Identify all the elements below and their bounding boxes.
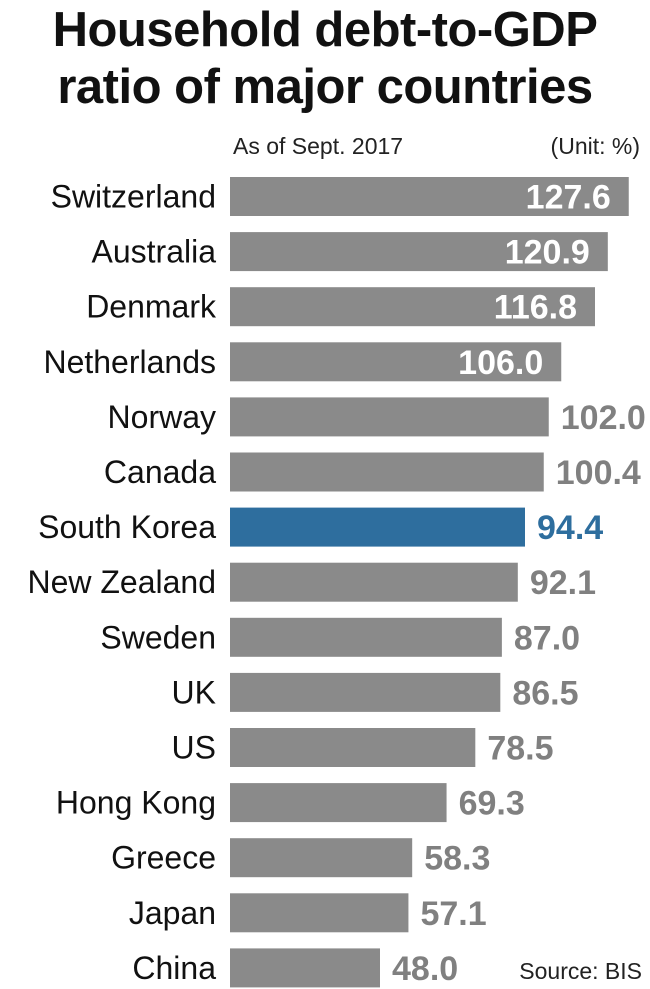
bar-japan bbox=[230, 893, 409, 933]
bar-china bbox=[230, 948, 380, 988]
category-label-netherlands: Netherlands bbox=[43, 344, 216, 380]
bar-south-korea bbox=[230, 507, 525, 547]
category-label-china: China bbox=[132, 950, 216, 986]
bar-australia bbox=[230, 232, 608, 272]
category-label-denmark: Denmark bbox=[86, 289, 217, 325]
bar-sweden bbox=[230, 617, 502, 657]
value-label-netherlands: 106.0 bbox=[458, 344, 543, 382]
value-label-sweden: 87.0 bbox=[514, 619, 580, 657]
category-label-switzerland: Switzerland bbox=[51, 179, 216, 215]
value-label-canada: 100.4 bbox=[556, 454, 641, 492]
category-label-greece: Greece bbox=[111, 840, 216, 876]
category-label-new-zealand: New Zealand bbox=[27, 564, 216, 600]
value-label-norway: 102.0 bbox=[561, 399, 646, 437]
bar-us bbox=[230, 728, 476, 767]
bar-uk bbox=[230, 672, 501, 712]
bar-new-zealand bbox=[230, 562, 518, 602]
value-label-uk: 86.5 bbox=[512, 674, 578, 712]
bar-hong-kong bbox=[230, 783, 447, 823]
category-label-australia: Australia bbox=[92, 234, 217, 270]
category-label-hong-kong: Hong Kong bbox=[56, 785, 216, 821]
source-note: Source: BIS bbox=[519, 958, 642, 984]
category-label-sweden: Sweden bbox=[100, 619, 216, 655]
bar-greece bbox=[230, 838, 413, 878]
value-label-denmark: 116.8 bbox=[494, 289, 577, 327]
value-label-hong-kong: 69.3 bbox=[459, 785, 525, 823]
chart-title: Household debt-to-GDP ratio of major cou… bbox=[0, 2, 650, 116]
category-label-uk: UK bbox=[172, 674, 216, 710]
value-label-south-korea: 94.4 bbox=[537, 509, 603, 547]
date-note: As of Sept. 2017 bbox=[233, 133, 404, 159]
category-label-canada: Canada bbox=[104, 454, 216, 490]
bar-canada bbox=[230, 452, 544, 492]
bar-switzerland bbox=[230, 177, 629, 216]
title-line-1: Household debt-to-GDP bbox=[52, 3, 598, 57]
bar-netherlands bbox=[230, 342, 562, 382]
category-label-japan: Japan bbox=[129, 895, 216, 931]
title-line-2: ratio of major countries bbox=[57, 60, 593, 114]
category-label-norway: Norway bbox=[108, 399, 216, 435]
value-label-australia: 120.9 bbox=[505, 234, 590, 272]
value-label-new-zealand: 92.1 bbox=[530, 564, 596, 602]
category-label-us: US bbox=[172, 730, 216, 766]
value-label-china: 48.0 bbox=[392, 950, 458, 988]
value-label-us: 78.5 bbox=[487, 730, 553, 768]
category-label-south-korea: South Korea bbox=[38, 509, 216, 545]
value-label-greece: 58.3 bbox=[424, 840, 490, 878]
value-label-switzerland: 127.6 bbox=[526, 179, 611, 217]
value-label-japan: 57.1 bbox=[420, 895, 486, 933]
bar-denmark bbox=[230, 287, 595, 327]
unit-note: (Unit: %) bbox=[550, 133, 640, 159]
bar-norway bbox=[230, 397, 549, 437]
